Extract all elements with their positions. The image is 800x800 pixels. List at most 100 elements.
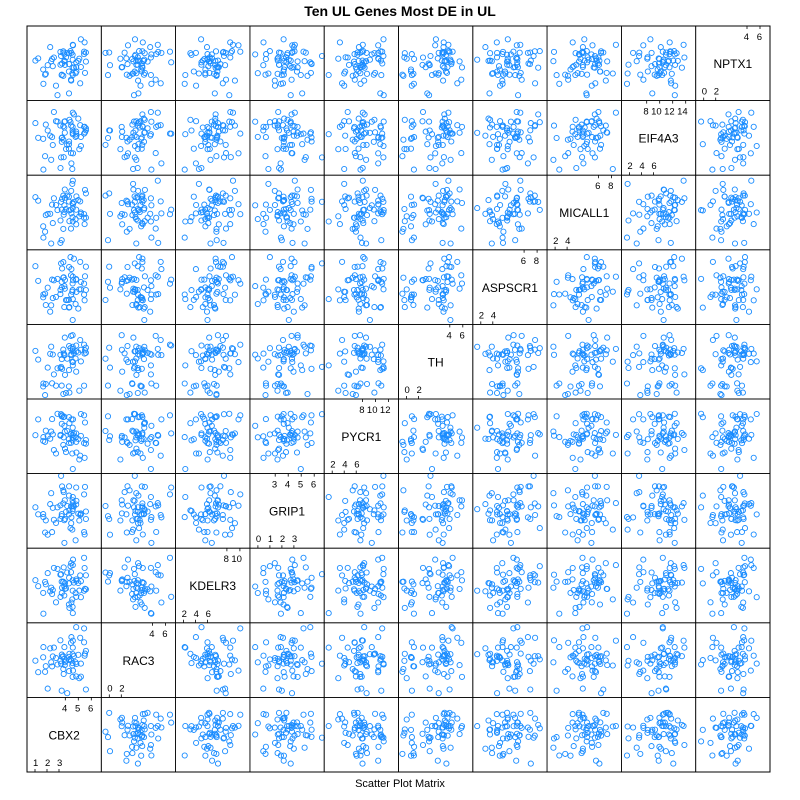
data-point [117, 286, 124, 293]
data-point [134, 515, 141, 522]
data-point [678, 503, 685, 510]
data-point [581, 655, 588, 662]
data-point [753, 511, 760, 518]
data-point [656, 300, 663, 308]
data-point [68, 599, 75, 606]
data-point [181, 234, 188, 241]
data-point [260, 652, 267, 659]
data-point [335, 286, 342, 293]
data-point [659, 491, 666, 498]
data-point [379, 625, 386, 632]
data-point [117, 146, 124, 153]
data-point [279, 122, 287, 129]
data-point [61, 539, 68, 546]
scatter-panel [399, 177, 466, 247]
data-point [426, 735, 433, 742]
variable-label: PYCR1 [341, 430, 381, 444]
data-point [572, 389, 579, 396]
data-point [590, 332, 597, 339]
data-point [741, 554, 748, 561]
data-point [572, 493, 579, 501]
data-point [419, 108, 427, 116]
data-point [401, 304, 408, 311]
data-point [219, 452, 226, 459]
data-point [718, 610, 725, 617]
data-point [211, 492, 218, 499]
data-point [674, 579, 681, 587]
data-point [336, 711, 343, 718]
data-point [199, 731, 206, 738]
data-point [411, 529, 418, 536]
data-point [342, 389, 349, 397]
data-point [325, 362, 332, 369]
data-point [443, 760, 450, 767]
data-point [274, 413, 281, 420]
data-point [740, 634, 747, 641]
data-point [583, 492, 590, 499]
data-point [592, 483, 599, 490]
data-point [359, 515, 366, 522]
data-point [42, 228, 49, 235]
data-point [357, 673, 364, 680]
data-point [193, 450, 200, 457]
tick-label: 2 [45, 758, 50, 769]
data-point [68, 187, 75, 194]
data-point [403, 675, 410, 682]
data-point [82, 286, 89, 294]
data-point [219, 634, 226, 641]
data-point [144, 440, 151, 447]
data-point [654, 752, 661, 759]
data-point [208, 539, 215, 546]
data-point [265, 596, 272, 603]
data-point [589, 667, 596, 674]
data-point [493, 123, 500, 130]
data-point [271, 724, 278, 731]
data-point [572, 420, 579, 427]
data-point [747, 556, 754, 563]
data-point [753, 358, 760, 365]
data-point [681, 741, 688, 749]
data-point [594, 483, 601, 490]
data-point [182, 644, 189, 651]
data-point [738, 528, 746, 536]
data-point [228, 254, 236, 261]
data-point [666, 332, 673, 339]
data-point [633, 240, 640, 247]
data-point [407, 654, 415, 661]
data-point [562, 668, 569, 675]
data-point [439, 743, 446, 750]
data-point [493, 729, 501, 736]
data-point [447, 156, 454, 163]
data-point [636, 564, 643, 571]
data-point [205, 508, 213, 515]
data-point [458, 439, 465, 446]
data-point [567, 383, 574, 390]
data-point [507, 731, 514, 738]
data-point [660, 651, 667, 658]
data-point [448, 668, 455, 675]
data-point [359, 177, 366, 184]
data-point [351, 639, 358, 646]
data-point [441, 586, 448, 593]
data-point [262, 228, 269, 235]
data-point [265, 723, 272, 730]
data-point [426, 657, 433, 664]
data-point [377, 592, 384, 599]
data-point [118, 497, 125, 504]
panel-frame [323, 100, 399, 176]
data-point [263, 440, 270, 447]
data-point [69, 673, 76, 680]
data-point [48, 343, 55, 350]
data-point [609, 526, 616, 533]
data-point [432, 596, 439, 603]
data-point [488, 428, 495, 435]
data-point [32, 432, 39, 439]
data-point [289, 416, 296, 423]
data-point [439, 422, 446, 429]
data-point [49, 416, 56, 423]
data-point [137, 739, 144, 746]
data-point [727, 748, 734, 755]
data-point [441, 255, 448, 262]
data-point [438, 413, 445, 420]
scatter-panel [32, 254, 89, 324]
